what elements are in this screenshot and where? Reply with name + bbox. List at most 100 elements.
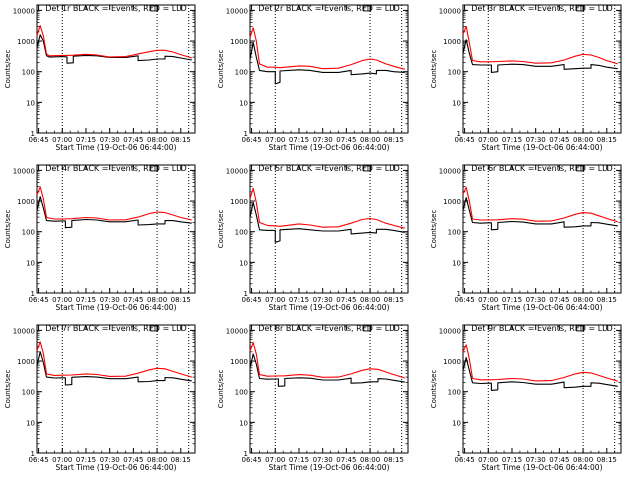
series-line-events <box>462 197 618 231</box>
x-tick-label: 07:15 <box>289 296 309 304</box>
x-tick-label: 08:00 <box>360 296 380 304</box>
panel-title: Det 8r BLACK = Events, RED = LLD <box>258 324 400 333</box>
panel-det-5: Det 5r BLACK = Events, RED = LLD 1 10 100 10… <box>217 164 409 312</box>
panel-det-7: Det 7r BLACK = Events, RED = LLD 1 10 100 10… <box>4 324 196 472</box>
x-tick-label: 07:30 <box>100 136 120 144</box>
x-tick-label: 06:45 <box>241 296 261 304</box>
x-tick-label: 06:45 <box>28 456 48 464</box>
x-tick-label: 07:00 <box>478 456 498 464</box>
series-line-events <box>249 201 405 243</box>
y-axis-label: Counts/sec <box>430 210 438 249</box>
x-tick-label: 08:15 <box>171 296 191 304</box>
y-axis-label: Counts/sec <box>430 370 438 409</box>
series-line-events <box>462 39 618 73</box>
series-line-lld <box>462 25 618 65</box>
y-tick-label: 10000 <box>13 327 35 335</box>
y-tick-label: 1 <box>31 450 35 458</box>
y-tick-label: 10 <box>26 99 35 107</box>
y-tick-label: 1 <box>244 130 248 138</box>
series-line-events <box>249 353 405 387</box>
x-tick-label: 06:45 <box>241 136 261 144</box>
x-tick-label: 08:00 <box>147 456 167 464</box>
panel-det-8: Det 8r BLACK = Events, RED = LLD 1 10 100 10… <box>217 324 409 472</box>
series-line-events <box>36 34 192 64</box>
x-tick-label: 07:30 <box>100 456 120 464</box>
y-axis-label: Counts/sec <box>430 50 438 89</box>
y-tick-label: 10000 <box>439 167 461 175</box>
x-tick-label: 07:00 <box>478 136 498 144</box>
marker-box <box>363 5 372 12</box>
y-tick-label: 10 <box>26 419 35 427</box>
x-tick-label: 07:15 <box>289 456 309 464</box>
plot-frame <box>36 324 196 454</box>
x-tick-label: 07:30 <box>526 136 546 144</box>
y-tick-label: 10000 <box>439 7 461 15</box>
y-tick-label: 1000 <box>230 358 248 366</box>
y-tick-label: 10 <box>452 99 461 107</box>
series-line-lld <box>249 27 405 70</box>
x-axis-label: Start Time (19-Oct-06 06:44:00) <box>268 143 389 152</box>
panel-title: Det 6r BLACK = Events, RED = LLD <box>471 164 613 173</box>
marker-box <box>576 165 585 172</box>
series-line-lld <box>462 344 618 382</box>
x-tick-label: 08:00 <box>573 136 593 144</box>
plot-frame <box>462 164 622 294</box>
panel-det-2: Det 2r BLACK = Events, RED = LLD 1 10 100 10… <box>217 4 409 152</box>
y-tick-label: 10000 <box>226 327 248 335</box>
marker-box <box>150 165 159 172</box>
y-axis-label: Counts/sec <box>217 370 225 409</box>
marker-box <box>576 325 585 332</box>
x-tick-label: 06:45 <box>454 136 474 144</box>
series-line-events <box>462 357 618 391</box>
x-tick-label: 06:45 <box>454 456 474 464</box>
panel-title: Det 1r BLACK = Events, RED = LLD <box>45 4 187 13</box>
panel-det-3: Det 3r BLACK = Events, RED = LLD 1 10 100 10… <box>430 4 622 152</box>
y-axis-label: Counts/sec <box>217 50 225 89</box>
marker-box <box>576 5 585 12</box>
marker-box <box>363 165 372 172</box>
x-tick-label: 07:15 <box>76 136 96 144</box>
x-tick-label: 07:30 <box>526 456 546 464</box>
panel-title: Det 5r BLACK = Events, RED = LLD <box>258 164 400 173</box>
x-axis-label: Start Time (19-Oct-06 06:44:00) <box>268 303 389 312</box>
x-tick-label: 07:30 <box>313 136 333 144</box>
x-tick-label: 08:00 <box>147 136 167 144</box>
x-tick-label: 07:15 <box>289 136 309 144</box>
x-axis-label: Start Time (19-Oct-06 06:44:00) <box>55 463 176 472</box>
y-tick-label: 1000 <box>230 198 248 206</box>
x-tick-label: 08:00 <box>360 456 380 464</box>
y-tick-label: 1 <box>457 290 461 298</box>
y-tick-label: 100 <box>448 229 461 237</box>
y-tick-label: 10 <box>452 419 461 427</box>
marker-box <box>363 325 372 332</box>
x-tick-label: 08:00 <box>573 456 593 464</box>
y-tick-label: 1 <box>244 290 248 298</box>
y-tick-label: 100 <box>448 389 461 397</box>
x-axis-label: Start Time (19-Oct-06 06:44:00) <box>481 463 602 472</box>
y-tick-label: 1000 <box>443 38 461 46</box>
x-tick-label: 07:45 <box>123 136 143 144</box>
x-axis-label: Start Time (19-Oct-06 06:44:00) <box>481 143 602 152</box>
x-tick-label: 07:45 <box>549 456 569 464</box>
x-tick-label: 08:15 <box>597 136 617 144</box>
panel-det-4: Det 4r BLACK = Events, RED = LLD 1 10 100 10… <box>4 164 196 312</box>
x-tick-label: 07:15 <box>502 456 522 464</box>
series-line-events <box>36 196 192 229</box>
plot-frame <box>249 324 409 454</box>
x-tick-label: 06:45 <box>28 296 48 304</box>
y-tick-label: 10 <box>452 259 461 267</box>
x-tick-label: 07:45 <box>549 136 569 144</box>
y-tick-label: 1 <box>31 130 35 138</box>
x-tick-label: 08:00 <box>573 296 593 304</box>
x-tick-label: 07:30 <box>100 296 120 304</box>
panel-title: Det 2r BLACK = Events, RED = LLD <box>258 4 400 13</box>
x-tick-label: 07:00 <box>52 456 72 464</box>
x-tick-label: 08:15 <box>171 456 191 464</box>
y-tick-label: 10000 <box>439 327 461 335</box>
y-tick-label: 10 <box>26 259 35 267</box>
y-tick-label: 1000 <box>443 198 461 206</box>
y-tick-label: 100 <box>22 69 35 77</box>
x-tick-label: 07:15 <box>502 296 522 304</box>
series-line-lld <box>36 186 192 221</box>
